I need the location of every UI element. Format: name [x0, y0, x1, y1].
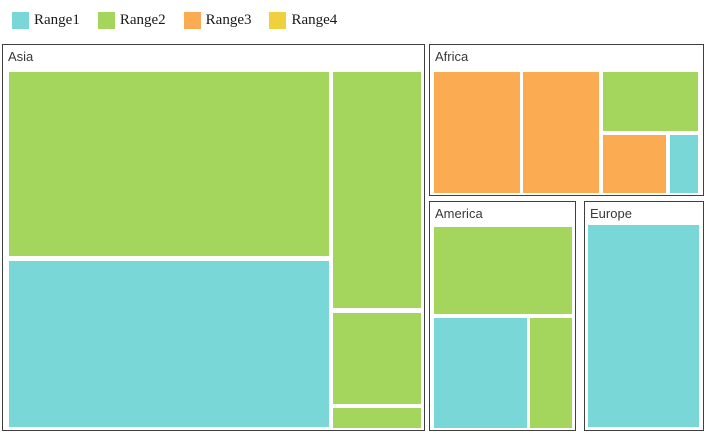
treemap-tile-america-range2[interactable]	[434, 227, 572, 314]
treemap-group-label: Asia	[8, 49, 34, 64]
legend-item-range3[interactable]: Range3	[183, 12, 252, 29]
treemap-group-label: Europe	[590, 206, 632, 221]
legend: Range1 Range2 Range3 Range4	[12, 12, 355, 29]
legend-swatch-range4-icon	[269, 12, 287, 29]
treemap-tile-america-range1[interactable]	[434, 318, 527, 428]
treemap-tile-asia-range1[interactable]	[9, 261, 329, 427]
legend-label: Range2	[119, 12, 166, 28]
treemap-tile-africa-range3[interactable]	[603, 135, 666, 193]
treemap-tile-africa-range3[interactable]	[434, 72, 520, 193]
treemap-group-label: America	[435, 206, 483, 221]
legend-item-range2[interactable]: Range2	[97, 12, 166, 29]
treemap-tile-america-range2[interactable]	[530, 318, 572, 428]
treemap-tile-europe-range1[interactable]	[588, 225, 699, 427]
legend-label: Range3	[205, 12, 252, 28]
legend-label: Range1	[34, 12, 80, 28]
treemap-tile-asia-range2[interactable]	[333, 408, 421, 428]
legend-swatch-range2-icon	[97, 12, 115, 29]
legend-label: Range4	[291, 12, 338, 28]
treemap-group-asia: Asia	[2, 44, 425, 431]
treemap-group-america: America	[429, 201, 576, 431]
treemap-tile-asia-range2[interactable]	[333, 313, 421, 404]
treemap-group-label: Africa	[435, 49, 469, 64]
legend-swatch-range3-icon	[183, 12, 201, 29]
treemap-tile-asia-range2[interactable]	[9, 72, 329, 256]
legend-item-range1[interactable]: Range1	[12, 12, 80, 29]
legend-swatch-range1-icon	[12, 12, 29, 29]
treemap-group-africa: Africa	[429, 44, 704, 196]
treemap-tile-africa-range1[interactable]	[670, 135, 698, 193]
legend-item-range4[interactable]: Range4	[269, 12, 337, 29]
treemap-tile-africa-range3[interactable]	[523, 72, 599, 193]
treemap-tile-africa-range2[interactable]	[603, 72, 698, 131]
treemap-tile-asia-range2[interactable]	[333, 72, 421, 308]
treemap-group-europe: Europe	[584, 201, 704, 431]
